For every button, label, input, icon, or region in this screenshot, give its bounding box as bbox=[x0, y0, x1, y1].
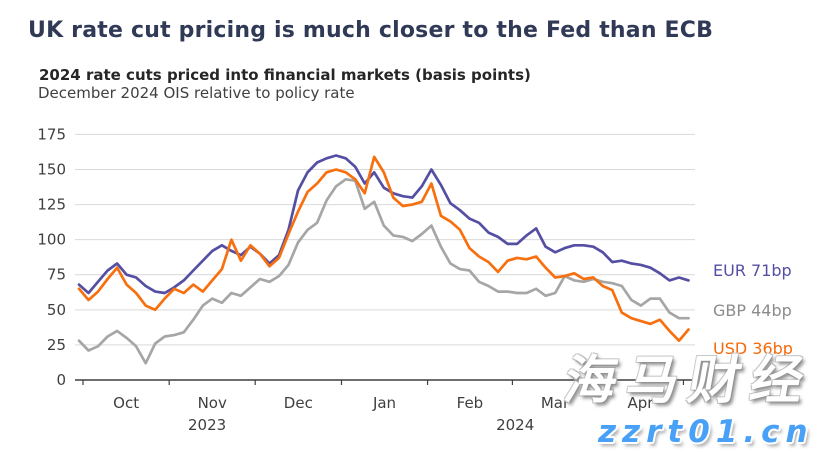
y-tick-label-0: 0 bbox=[56, 371, 66, 389]
chart-title: 2024 rate cuts priced into financial mar… bbox=[39, 66, 531, 84]
legend-usd: USD 36bp bbox=[713, 339, 793, 358]
y-tick-label-175: 175 bbox=[37, 125, 66, 143]
x-month-label-jan: Jan bbox=[372, 394, 396, 412]
gridlines bbox=[75, 133, 695, 346]
axis-labels: 0 25 50 75 100 125 150 175 Oct Nov Dec Jan Feb Mar Apr… bbox=[37, 125, 654, 434]
x-month-label-oct: Oct bbox=[113, 394, 139, 412]
x-month-label-nov: Nov bbox=[198, 394, 227, 412]
x-month-label-feb: Feb bbox=[457, 394, 484, 412]
watermark-url: zzrt01.cn bbox=[598, 414, 814, 450]
gbp-line bbox=[77, 177, 690, 365]
eur-line bbox=[77, 154, 690, 295]
page-title: UK rate cut pricing is much closer to th… bbox=[28, 18, 714, 43]
chart-subtitle: December 2024 OIS relative to policy rat… bbox=[38, 84, 355, 102]
y-tick-label-75: 75 bbox=[47, 266, 66, 284]
y-tick-label-50: 50 bbox=[47, 301, 66, 319]
x-month-label-dec: Dec bbox=[284, 394, 313, 412]
x-year-label-2023: 2023 bbox=[188, 416, 226, 434]
legend-eur: EUR 71bp bbox=[713, 261, 792, 280]
x-year-label-2024: 2024 bbox=[496, 416, 534, 434]
x-month-label-mar: Mar bbox=[541, 394, 570, 412]
y-tick-label-150: 150 bbox=[37, 160, 66, 178]
series-lines bbox=[77, 154, 690, 365]
watermark-cjk: 海马财经 bbox=[559, 351, 819, 411]
y-tick-label-25: 25 bbox=[47, 336, 66, 354]
usd-line bbox=[77, 155, 690, 343]
y-tick-label-100: 100 bbox=[37, 231, 66, 249]
y-tick-label-125: 125 bbox=[37, 196, 66, 214]
legend-gbp: GBP 44bp bbox=[713, 301, 792, 320]
axes bbox=[75, 379, 695, 385]
x-month-label-apr: Apr bbox=[628, 394, 655, 412]
